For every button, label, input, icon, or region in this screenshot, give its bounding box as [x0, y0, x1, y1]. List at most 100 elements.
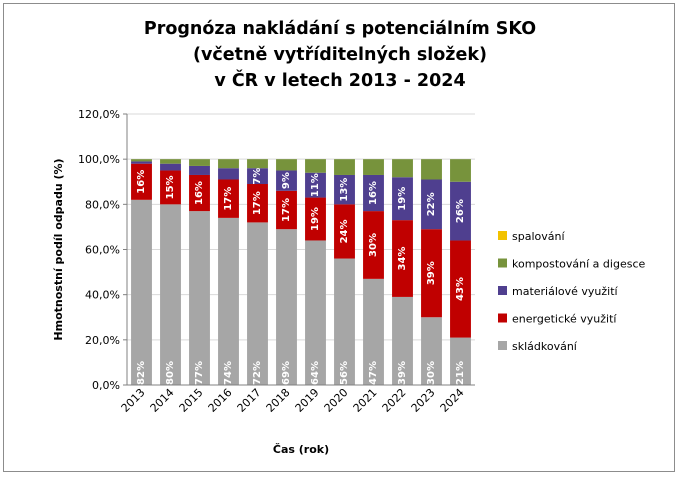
x-axis-label: Čas (rok) — [273, 443, 329, 456]
data-label: 16% — [194, 181, 205, 205]
bar-segment — [247, 184, 268, 223]
data-label: 19% — [310, 207, 321, 231]
data-label: 24% — [339, 219, 350, 243]
bar-segment — [334, 204, 355, 259]
bar-segment — [218, 168, 239, 180]
data-label: 34% — [397, 247, 408, 271]
x-tick-label: 2017 — [235, 386, 264, 415]
y-tick-label: 100,0% — [78, 153, 120, 166]
x-tick-label: 2016 — [206, 386, 235, 415]
bar-segment — [218, 159, 239, 169]
bar-segment — [450, 240, 471, 338]
data-label: 39% — [397, 361, 408, 385]
bar-segment — [334, 258, 355, 385]
bar-segment — [421, 179, 442, 230]
bar-segment — [276, 190, 297, 230]
legend-swatch — [498, 286, 507, 295]
data-label: 74% — [223, 361, 234, 385]
bar-segment — [305, 172, 326, 198]
x-tick-label: 2021 — [351, 386, 380, 415]
bar-segment — [392, 177, 413, 221]
y-tick-label: 80,0% — [85, 198, 120, 211]
bar-segment — [392, 159, 413, 178]
chart-title: Prognóza nakládání s potenciálním SKO (v… — [40, 16, 640, 94]
bar-segment — [363, 159, 384, 175]
legend-label: kompostování a digesce — [512, 258, 645, 271]
bar-segment — [218, 217, 239, 385]
chart-title-line-1: Prognóza nakládání s potenciálním SKO — [143, 19, 537, 39]
data-label: 39% — [426, 261, 437, 285]
x-tick-label: 2022 — [380, 386, 409, 415]
bar-segment — [450, 159, 471, 182]
bar-segment — [305, 240, 326, 385]
legend-label: materiálové využití — [512, 285, 619, 298]
bar-segment — [189, 159, 210, 166]
data-label: 17% — [252, 191, 263, 215]
x-tick-label: 2024 — [438, 386, 467, 415]
data-label: 26% — [455, 199, 466, 223]
bar-segment — [334, 174, 355, 205]
data-label: 17% — [281, 198, 292, 222]
y-tick-label: 40,0% — [85, 289, 120, 302]
bar-segment — [247, 168, 268, 185]
data-label: 77% — [194, 361, 205, 385]
bar-segment — [421, 317, 442, 385]
data-label: 7% — [252, 168, 263, 185]
legend-swatch — [498, 231, 507, 240]
bar-segment — [334, 159, 355, 175]
x-tick-label: 2015 — [177, 386, 206, 415]
bar-segment — [160, 163, 181, 171]
bar-segment — [392, 220, 413, 297]
y-tick-label: 60,0% — [85, 244, 120, 257]
bar-segment — [363, 278, 384, 385]
bar-segment — [131, 199, 152, 385]
bar-segment — [131, 163, 152, 200]
x-tick-label: 2020 — [322, 386, 351, 415]
bar-segment — [131, 161, 152, 164]
bar-segment — [160, 204, 181, 385]
bar-segment — [305, 159, 326, 173]
bar-segment — [160, 159, 181, 164]
bar-segment — [421, 159, 442, 180]
bar-segment — [305, 197, 326, 241]
bar-segment — [421, 229, 442, 318]
bar-segment — [450, 337, 471, 385]
x-tick-label: 2013 — [119, 386, 148, 415]
data-label: 19% — [397, 187, 408, 211]
bar-segment — [218, 179, 239, 218]
bar-segment — [363, 211, 384, 279]
data-label: 64% — [310, 361, 321, 385]
data-label: 13% — [339, 178, 350, 202]
data-label: 22% — [426, 192, 437, 216]
bar-segment — [276, 229, 297, 385]
data-label: 30% — [368, 233, 379, 257]
bar-segment — [247, 159, 268, 169]
bar-segment — [189, 174, 210, 212]
chart-title-line-3: v ČR v letech 2013 - 2024 — [214, 71, 466, 91]
y-tick-label: 0,0% — [92, 379, 120, 392]
bar-segment — [392, 296, 413, 385]
legend-label: spalování — [512, 230, 565, 243]
bar-segment — [247, 222, 268, 385]
legend-label: energetické využití — [512, 313, 617, 326]
legend-swatch — [498, 313, 507, 323]
data-label: 16% — [368, 181, 379, 205]
bar-segment — [363, 174, 384, 212]
bar-segment — [276, 170, 297, 191]
bar-segment — [276, 159, 297, 171]
y-tick-label: 20,0% — [85, 334, 120, 347]
bar-segment — [189, 211, 210, 385]
data-label: 21% — [455, 361, 466, 385]
data-label: 30% — [426, 361, 437, 385]
legend-swatch — [498, 258, 507, 268]
y-axis-label: Hmotnostní podíl odpadu (%) — [52, 158, 65, 340]
x-tick-label: 2014 — [148, 386, 177, 415]
data-label: 9% — [281, 172, 292, 189]
chart-title-line-2: (včetně vytříditelných složek) — [193, 45, 487, 65]
bar-segment — [450, 181, 471, 241]
y-tick-label: 120,0% — [78, 108, 120, 121]
data-label: 17% — [223, 187, 234, 211]
data-label: 69% — [281, 361, 292, 385]
data-label: 15% — [165, 175, 176, 199]
